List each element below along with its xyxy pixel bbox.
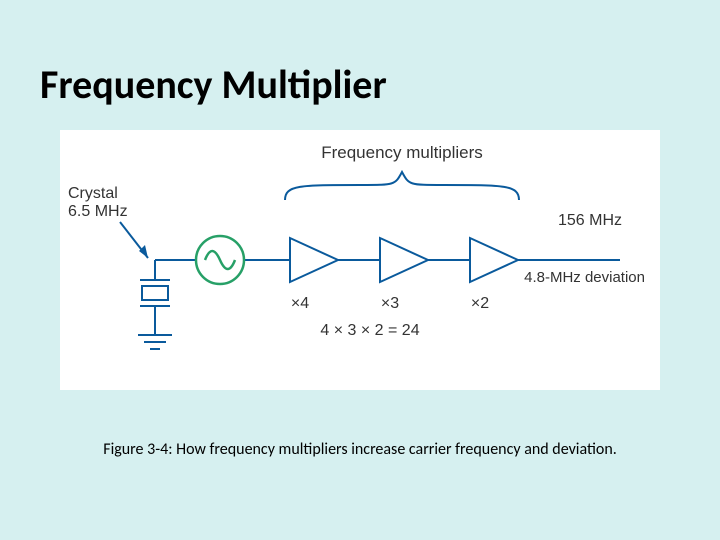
oscillator-icon [196,236,244,284]
multiplier-1 [290,238,338,282]
slide-title: Frequency Multiplier [40,60,387,109]
block-diagram: Crystal 6.5 MHz [60,130,660,390]
multiplier-2-label: ×3 [381,295,399,312]
product-text: 4 × 3 × 2 = 24 [320,322,419,339]
multiplier-2 [380,238,428,282]
multiplier-3-label: ×2 [471,295,489,312]
multiplier-1-label: ×4 [291,295,309,312]
crystal-icon [140,280,170,306]
figure-caption: Figure 3-4: How frequency multipliers in… [0,440,720,459]
crystal-label-1: Crystal [68,185,118,202]
output-dev: 4.8-MHz deviation [524,269,645,286]
ground-icon [138,335,172,349]
slide: Frequency Multiplier Crystal 6.5 MHz [0,0,720,540]
brace-icon [285,172,519,200]
multiplier-3 [470,238,518,282]
brace-label: Frequency multipliers [321,143,483,162]
output-freq: 156 MHz [558,212,622,229]
crystal-label-2: 6.5 MHz [68,203,128,220]
